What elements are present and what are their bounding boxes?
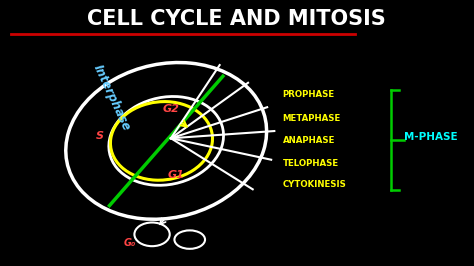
Text: CYTOKINESIS: CYTOKINESIS <box>283 180 346 189</box>
Text: ANAPHASE: ANAPHASE <box>283 136 335 146</box>
Text: PROPHASE: PROPHASE <box>283 90 335 99</box>
Text: G1: G1 <box>167 170 184 180</box>
Text: CELL CYCLE AND MITOSIS: CELL CYCLE AND MITOSIS <box>87 9 386 29</box>
Text: METAPHASE: METAPHASE <box>283 114 341 123</box>
Text: S: S <box>96 131 104 141</box>
Text: G₀: G₀ <box>124 238 136 248</box>
Text: TELOPHASE: TELOPHASE <box>283 159 338 168</box>
Text: Interphase: Interphase <box>91 62 133 133</box>
Text: M-PHASE: M-PHASE <box>404 132 457 142</box>
Text: G2: G2 <box>163 104 179 114</box>
